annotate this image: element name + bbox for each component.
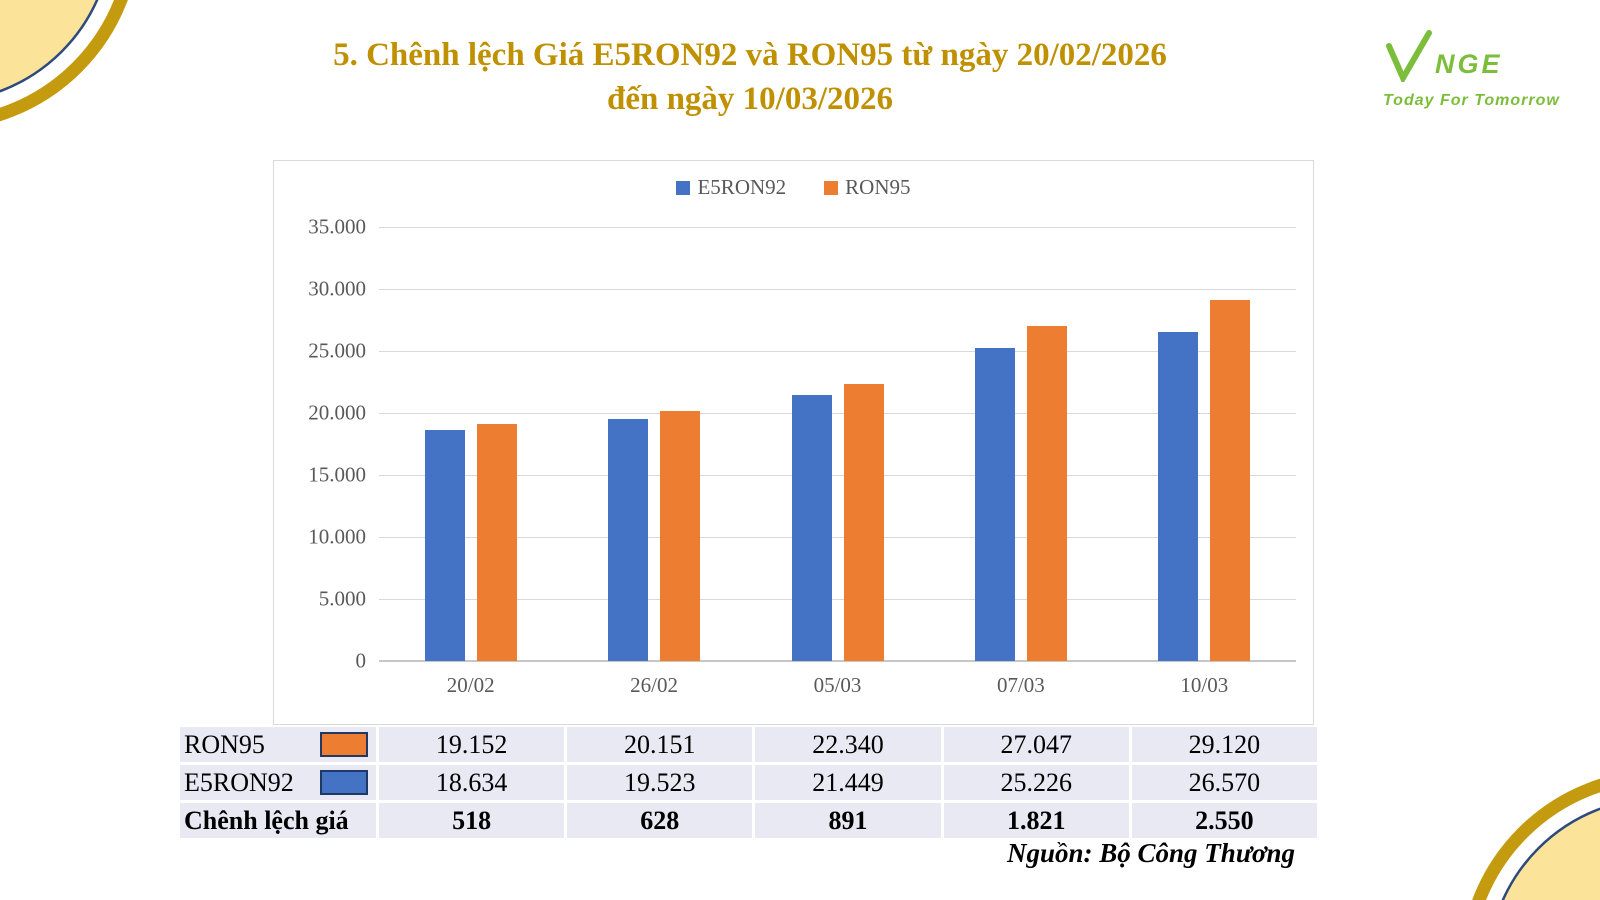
bar-chart: E5RON92 RON95 0 5.000 10.000 15.000 20.000 25.… [273,160,1314,725]
table-value-cell: 21.449 [755,765,941,800]
gridline [379,475,1296,476]
legend-item-e5ron92: E5RON92 [676,175,786,200]
x-axis-tick-label: 07/03 [996,673,1045,697]
gridline [379,537,1296,538]
table-series-swatch [320,770,368,795]
table-value-cell: 18.634 [379,765,565,800]
bar-ron95-2002 [476,423,517,661]
bar-ron95-2602 [660,411,701,661]
table-value-cell: 19.523 [567,765,753,800]
source-note: Nguồn: Bộ Công Thương [1007,838,1295,868]
vnge-logo: NGE Today For Tomorrow [1383,30,1563,110]
gridline [379,351,1296,352]
y-axis-tick-label: 0 [355,648,367,673]
y-axis-tick-label: 10.000 [308,524,366,549]
table-value-cell: 25.226 [943,765,1129,800]
legend-label: E5RON92 [697,175,787,199]
chart-legend: E5RON92 RON95 [274,175,1313,200]
bar-e5ron92-0503 [791,395,832,661]
bar-e5ron92-0703 [974,348,1015,661]
table-row-label: E5RON92 [180,765,376,800]
x-axis-line [379,660,1296,662]
bar-ron95-0703 [1026,325,1067,661]
table-row-label: RON95 [180,727,376,762]
gridline [379,413,1296,414]
gridline [379,599,1296,600]
slide-title-line2: đến ngày 10/03/2026 [606,80,894,117]
y-axis-tick-label: 30.000 [308,276,366,301]
table-value-cell: 26.570 [1131,765,1317,800]
table-value-cell: 891 [755,803,941,838]
x-axis-tick-label: 26/02 [630,673,679,697]
table-value-cell: 20.151 [567,727,753,762]
x-axis-tick-label: 05/03 [813,673,862,697]
legend-swatch-ron95 [824,180,839,195]
slide-title: 5. Chênh lệch Giá E5RON92 và RON95 từ ng… [150,34,1350,121]
table-value-cell: 2.550 [1131,803,1317,838]
bar-e5ron92-2602 [608,418,649,661]
table-row-label-text: E5RON92 [184,767,294,797]
bar-ron95-1003 [1210,299,1251,661]
y-axis-tick-label: 20.000 [308,400,366,425]
gridline [379,227,1296,228]
x-axis-tick-label: 20/02 [446,673,495,697]
table-row-label-text: RON95 [184,729,265,759]
gridline [379,289,1296,290]
y-axis-tick-label: 25.000 [308,338,366,363]
table-value-cell: 29.120 [1131,727,1317,762]
bottom-right-decoration [1472,778,1600,900]
price-table: RON95 19.152 20.151 22.340 27.047 29.120 E5RON… [180,727,1317,838]
slide-title-line1: 5. Chênh lệch Giá E5RON92 và RON95 từ ng… [333,37,1167,73]
bar-ron95-0503 [843,383,884,661]
table-value-cell: 628 [567,803,753,838]
logo-text: NGE [1435,49,1503,79]
legend-item-ron95: RON95 [824,175,911,200]
bar-e5ron92-2002 [424,429,465,661]
table-row-label: Chênh lệch giá [180,803,376,838]
bar-e5ron92-1003 [1158,331,1199,661]
x-axis-tick-label: 10/03 [1180,673,1229,697]
y-axis-tick-label: 15.000 [308,462,366,487]
logo-checkmark-icon [1386,30,1432,82]
legend-label: RON95 [845,175,911,199]
logo-tagline: Today For Tomorrow [1383,92,1560,109]
table-value-cell: 1.821 [943,803,1129,838]
table-row-label-text: Chênh lệch giá [184,805,349,835]
table-value-cell: 19.152 [379,727,565,762]
table-series-swatch [320,732,368,757]
table-value-cell: 27.047 [943,727,1129,762]
y-axis-tick-label: 5.000 [318,586,366,611]
top-left-decoration [0,0,128,122]
legend-swatch-e5ron92 [676,180,691,195]
table-value-cell: 518 [379,803,565,838]
y-axis-tick-label: 35.000 [308,214,366,239]
table-value-cell: 22.340 [755,727,941,762]
